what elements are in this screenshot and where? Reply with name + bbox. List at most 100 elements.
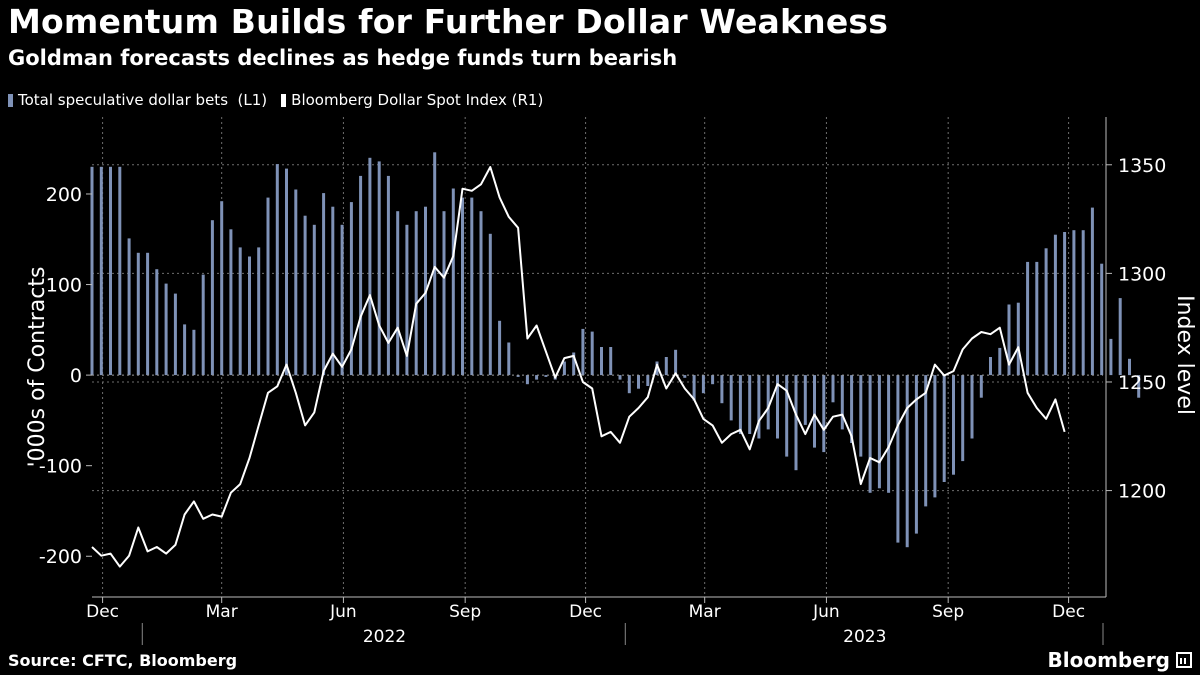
bar: [609, 347, 613, 376]
bar: [340, 224, 344, 376]
chart-subtitle: Goldman forecasts declines as hedge fund…: [8, 46, 678, 70]
bar: [794, 375, 798, 471]
bar: [109, 166, 112, 376]
bar: [192, 329, 196, 376]
bar: [989, 357, 992, 376]
x-tick-label: Jun: [812, 602, 840, 622]
bar: [887, 375, 891, 493]
bar: [1100, 263, 1104, 376]
bar: [396, 211, 400, 376]
bar: [859, 375, 863, 457]
y-right-tick-label: 1350: [1118, 155, 1166, 177]
bar: [312, 224, 316, 376]
bar: [201, 274, 205, 376]
bar: [1109, 338, 1113, 376]
legend-swatch-bets: [8, 93, 13, 107]
bar: [600, 347, 603, 376]
bar: [1007, 304, 1011, 376]
bar: [368, 157, 372, 376]
bar: [979, 375, 983, 398]
bar: [1026, 261, 1030, 376]
bar: [470, 197, 474, 376]
bar: [164, 283, 168, 376]
bar: [498, 320, 502, 376]
bar: [377, 161, 381, 376]
bar: [664, 357, 668, 376]
bar: [850, 375, 854, 443]
bar: [535, 375, 539, 380]
y-right-axis-label: Index level: [1172, 295, 1197, 415]
y-left-tick-label: 100: [46, 275, 82, 297]
bar: [933, 375, 937, 498]
bar: [516, 375, 520, 377]
bar: [831, 375, 835, 403]
legend-label-bets: Total speculative dollar bets (L1): [18, 91, 268, 109]
bar: [627, 375, 631, 394]
bar: [1044, 248, 1048, 376]
bar: [581, 328, 585, 376]
bar: [461, 197, 464, 376]
bar: [637, 375, 640, 389]
legend-item-index: Bloomberg Dollar Spot Index (R1): [281, 91, 543, 109]
bar: [1137, 375, 1141, 398]
chart-legend: Total speculative dollar bets (L1) Bloom…: [8, 91, 543, 109]
bar: [924, 375, 928, 507]
year-label: 2022: [363, 627, 406, 647]
y-left-tick-label: 200: [46, 184, 82, 206]
bar: [127, 238, 131, 376]
bar: [683, 375, 687, 378]
bar: [442, 211, 446, 376]
bar: [266, 197, 270, 376]
bar: [331, 206, 335, 376]
bar: [1063, 232, 1067, 376]
bar: [757, 375, 761, 439]
bar: [544, 375, 548, 377]
bar: [711, 375, 715, 385]
bar: [525, 375, 529, 385]
bar: [285, 168, 288, 376]
bar: [1090, 207, 1094, 376]
bar: [488, 233, 492, 376]
bar: [655, 361, 659, 376]
bar: [813, 375, 816, 448]
series-line-dollar-index: [91, 166, 1066, 568]
bar: [646, 375, 650, 386]
bar: [303, 215, 307, 376]
y-right-tick-label: 1250: [1118, 372, 1166, 394]
bar: [359, 175, 363, 376]
bar: [785, 375, 789, 457]
y-left-tick-label: 0: [70, 365, 82, 387]
bar: [405, 224, 409, 376]
bar: [210, 220, 214, 376]
bar: [479, 211, 483, 376]
bar: [776, 375, 779, 439]
bar: [618, 375, 622, 380]
bar: [173, 293, 177, 376]
legend-item-bets: Total speculative dollar bets (L1): [8, 91, 267, 109]
bar: [1118, 298, 1122, 376]
bar: [183, 324, 187, 376]
bar: [507, 342, 511, 376]
bar: [1081, 230, 1085, 376]
bar: [701, 375, 705, 394]
y-left-tick-label: -100: [39, 456, 82, 478]
bar: [738, 375, 742, 434]
legend-label-index: Bloomberg Dollar Spot Index (R1): [291, 91, 544, 109]
x-tick-label: Mar: [206, 602, 238, 622]
bar: [562, 361, 566, 376]
y-right-tick-label: 1200: [1118, 481, 1166, 503]
bar: [136, 252, 140, 376]
bar: [1016, 302, 1020, 376]
bar: [322, 193, 326, 376]
bar: [90, 166, 94, 376]
bar: [118, 166, 122, 376]
bar: [729, 375, 733, 421]
bar: [349, 202, 353, 376]
chart-title: Momentum Builds for Further Dollar Weakn…: [8, 2, 889, 41]
bar: [590, 331, 594, 376]
bloomberg-terminal-icon: [1176, 652, 1192, 668]
bar: [155, 269, 159, 376]
bar: [840, 375, 844, 430]
x-tick-label: Sep: [449, 602, 481, 622]
